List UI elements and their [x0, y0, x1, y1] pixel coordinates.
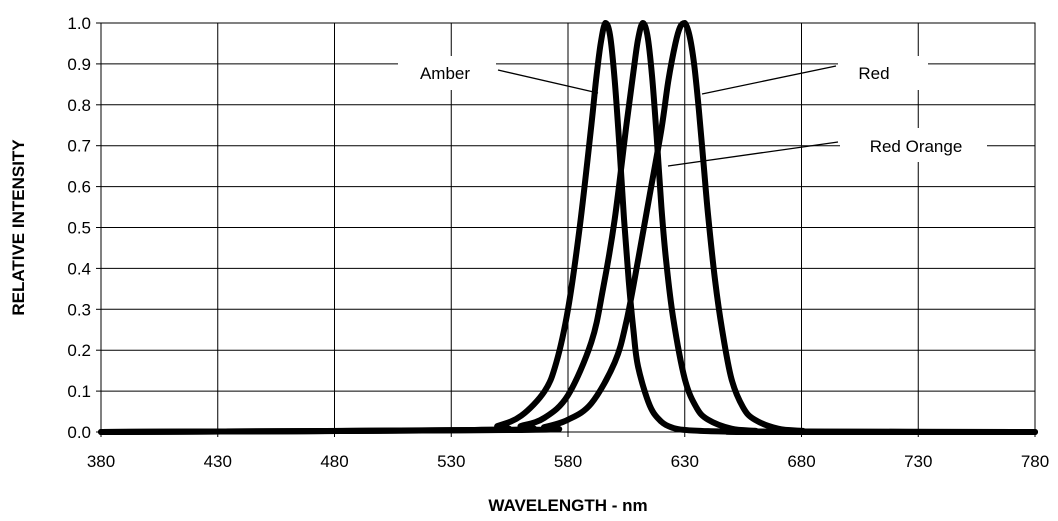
annotation-background	[838, 56, 928, 90]
series-line-red	[98, 20, 1038, 435]
x-tick-label: 580	[554, 452, 582, 471]
x-tick-label: 730	[904, 452, 932, 471]
y-tick-labels: 0.0 0.1 0.2 0.3 0.4 0.5 0.6 0.7 0.8 0.9 1.0	[67, 14, 91, 442]
y-tick-label: 1.0	[67, 14, 91, 33]
annotation-leader-line	[667, 141, 839, 167]
y-tick-label: 0.3	[67, 300, 91, 319]
y-tick-label: 0.6	[67, 178, 91, 197]
x-tick-label: 780	[1021, 452, 1049, 471]
x-axis-title: WAVELENGTH - nm	[488, 496, 647, 515]
y-tick-label: 0.7	[67, 137, 91, 156]
plot-area: Amber Red Red Orange	[96, 20, 1038, 437]
annotation-label: Red	[858, 64, 889, 83]
y-axis-title: RELATIVE INTENSITY	[9, 139, 28, 316]
y-tick-label: 0.4	[67, 259, 91, 278]
annotation-red: Red	[701, 56, 928, 95]
x-tick-label: 630	[671, 452, 699, 471]
annotation-leader-line	[701, 65, 837, 95]
y-tick-label: 0.0	[67, 423, 91, 442]
annotations: Amber Red Red Orange	[398, 56, 987, 167]
series-lines	[98, 20, 1038, 436]
y-tick-label: 0.1	[67, 382, 91, 401]
annotation-label: Red Orange	[870, 137, 963, 156]
x-tick-label: 380	[87, 452, 115, 471]
annotation-background	[840, 128, 987, 162]
x-tick-label: 430	[204, 452, 232, 471]
axis-ticks	[96, 22, 1036, 437]
y-tick-label: 0.2	[67, 341, 91, 360]
series-line-amber	[98, 20, 1038, 436]
y-tick-label: 0.5	[67, 219, 91, 238]
annotation-amber: Amber	[398, 56, 599, 94]
annotation-red-orange: Red Orange	[667, 128, 987, 167]
y-tick-label: 0.8	[67, 96, 91, 115]
annotation-leader-line	[497, 69, 599, 94]
x-tick-label: 530	[437, 452, 465, 471]
y-tick-label: 0.9	[67, 55, 91, 74]
x-tick-label: 480	[320, 452, 348, 471]
series-line-red-orange	[98, 20, 1038, 435]
x-tick-labels: 380 430 480 530 580 630 680 730 780	[87, 452, 1049, 471]
annotation-background	[398, 56, 496, 90]
x-tick-label: 680	[787, 452, 815, 471]
annotation-label: Amber	[420, 64, 470, 83]
